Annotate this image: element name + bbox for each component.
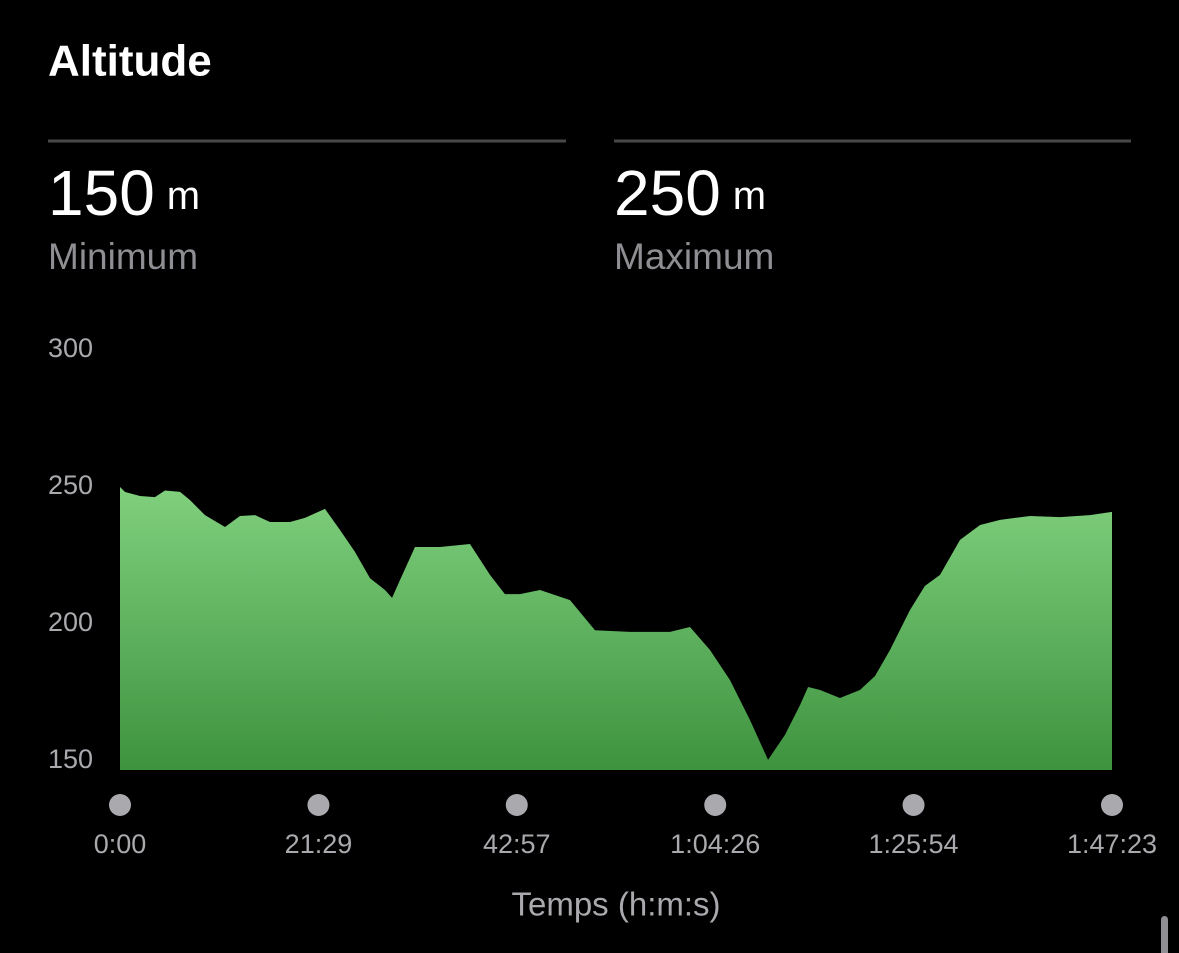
stat-unit: m	[733, 174, 766, 218]
x-tick-dot	[307, 794, 330, 816]
x-tick-label: 42:57	[483, 829, 551, 859]
y-tick-label: 200	[48, 607, 93, 637]
x-tick-dot	[704, 794, 727, 816]
stat-label: Maximum	[614, 236, 774, 277]
stat-value: 150 m	[48, 157, 200, 229]
x-tick-label: 21:29	[285, 829, 353, 859]
x-tick-dot	[1101, 794, 1123, 816]
stat-unit: m	[167, 174, 200, 218]
stat-number: 250	[614, 157, 721, 229]
altitude-area	[120, 486, 1112, 770]
stat-number: 150	[48, 157, 155, 229]
x-axis-title: Temps (h:m:s)	[511, 886, 720, 923]
x-tick-label: 1:47:23	[1067, 829, 1157, 859]
y-tick-label: 300	[48, 333, 93, 363]
stat-value: 250 m	[614, 157, 766, 229]
title: Altitude	[48, 37, 212, 86]
stat-label: Minimum	[48, 236, 198, 277]
x-tick-dot	[505, 794, 528, 816]
x-tick-label: 1:04:26	[670, 829, 760, 859]
y-tick-label: 150	[48, 744, 93, 774]
x-tick-dot	[109, 794, 131, 816]
x-tick-label: 0:00	[94, 829, 147, 859]
x-tick-dot	[902, 794, 925, 816]
y-tick-label: 250	[48, 470, 93, 500]
scroll-indicator	[1161, 916, 1168, 953]
x-tick-label: 1:25:54	[868, 829, 958, 859]
